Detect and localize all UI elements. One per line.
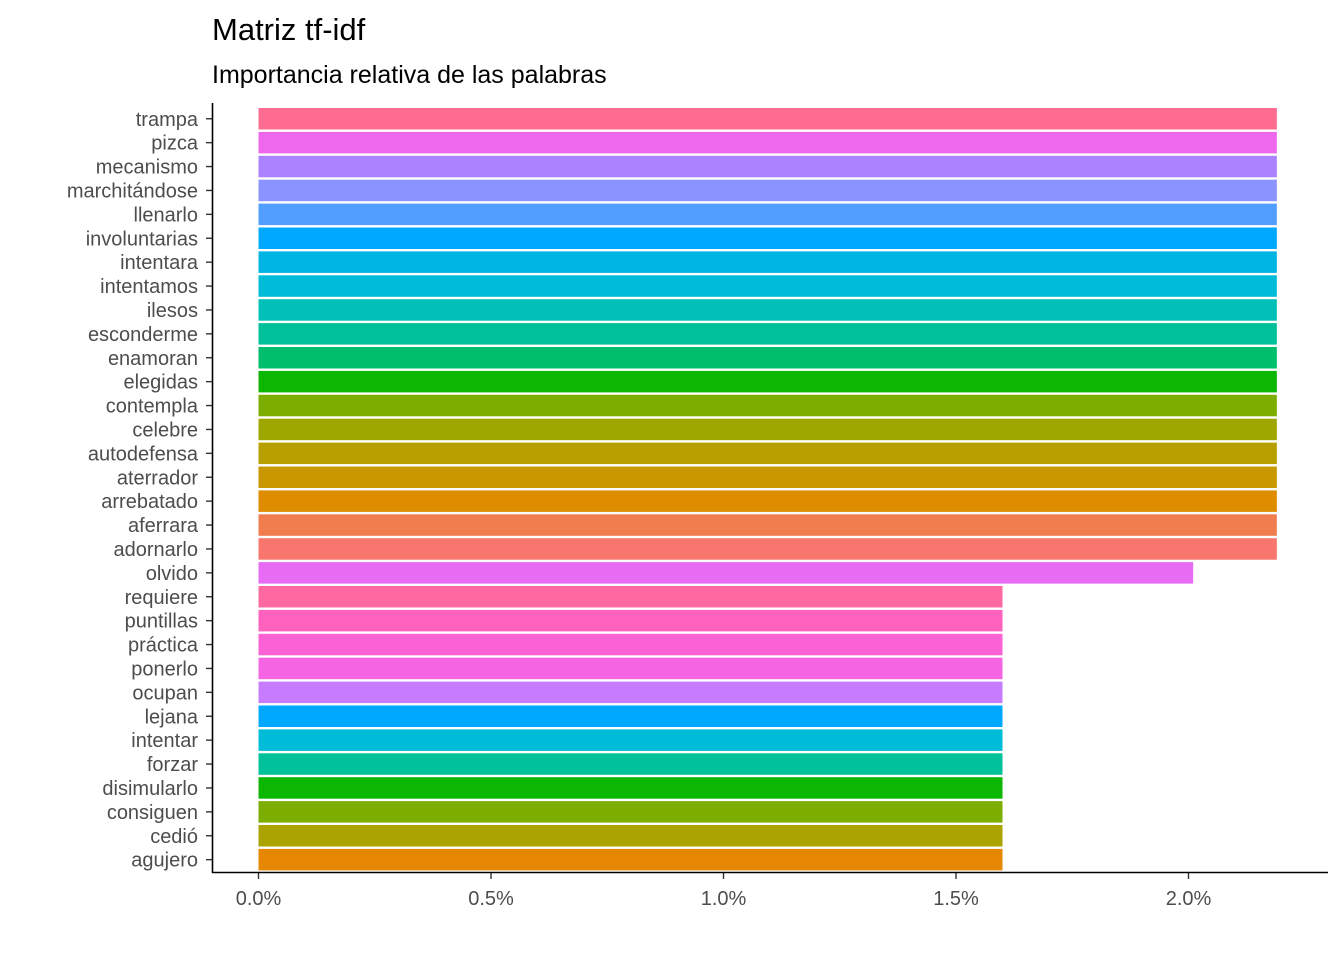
y-tick-label: consiguen [107,802,198,824]
y-tick-label: agujero [131,850,198,872]
bar-aterrador [258,466,1277,488]
y-tick-label: cedió [150,826,198,848]
bar-olvido [258,562,1194,584]
y-tick-label: práctica [128,635,199,657]
bar-marchitándose [258,179,1277,202]
y-tick-label: ponerlo [131,658,198,680]
x-tick-label: 2.0% [1166,888,1212,910]
y-tick-label: enamoran [108,348,198,370]
x-tick-label: 1.0% [701,888,747,910]
bar-práctica [258,633,1003,656]
y-tick-label: requiere [125,587,198,609]
y-tick-label: elegidas [123,372,198,394]
y-tick-label: esconderme [88,324,198,346]
y-tick-label: puntillas [125,611,198,633]
y-tick-label: lejana [145,706,199,728]
bar-autodefensa [258,442,1277,465]
y-axis-labels: trampapizcamecanismomarchitándosellenarl… [67,109,212,872]
y-tick-label: trampa [136,109,199,131]
bar-lejana [258,705,1003,727]
bar-consiguen [258,801,1003,823]
y-tick-label: ocupan [132,682,198,704]
y-tick-label: autodefensa [88,443,199,465]
y-tick-label: disimularlo [102,778,198,800]
bar-disimularlo [258,777,1003,799]
y-tick-label: marchitándose [67,180,198,202]
y-tick-label: celebre [132,419,198,441]
bar-requiere [258,586,1003,608]
chart-title: Matriz tf-idf [212,12,366,47]
y-tick-label: intentara [120,252,199,274]
bar-trampa [258,108,1277,130]
y-tick-label: contempla [106,396,199,418]
bar-ilesos [258,299,1277,321]
bar-mecanismo [258,155,1277,178]
bar-llenarlo [258,203,1277,226]
bar-arrebatado [258,490,1277,512]
y-tick-label: intentar [131,730,198,752]
y-tick-label: forzar [147,754,198,776]
bar-forzar [258,753,1003,775]
y-tick-label: mecanismo [96,157,198,179]
y-tick-label: arrebatado [101,491,198,513]
x-tick-label: 0.0% [236,888,282,910]
bar-puntillas [258,609,1003,632]
x-tick-label: 0.5% [468,888,514,910]
y-tick-label: intentamos [100,276,198,298]
x-axis: 0.0% 0.5% 1.0% 1.5% 2.0% [236,873,1212,910]
bar-cedió [258,825,1003,847]
bar-intentar [258,729,1003,751]
bar-celebre [258,418,1277,441]
bar-intentamos [258,275,1277,297]
bar-ocupan [258,681,1003,704]
y-tick-label: aterrador [117,467,198,489]
y-tick-label: aferrara [128,515,199,537]
bar-involuntarias [258,227,1277,249]
y-tick-label: ilesos [147,300,198,322]
x-tick-label: 1.5% [933,888,979,910]
bars-group [258,108,1277,871]
bar-adornarlo [258,538,1277,560]
y-tick-label: llenarlo [134,204,198,226]
bar-esconderme [258,323,1277,345]
y-tick-label: involuntarias [86,228,198,250]
y-tick-label: pizca [151,133,199,155]
y-tick-label: olvido [146,563,198,585]
bar-agujero [258,848,1003,871]
bar-aferrara [258,514,1277,536]
bar-pizca [258,131,1277,154]
y-tick-label: adornarlo [113,539,198,561]
bar-ponerlo [258,657,1003,680]
bar-contempla [258,394,1277,417]
bar-elegidas [258,370,1277,393]
bar-enamoran [258,347,1277,369]
chart-subtitle: Importancia relativa de las palabras [212,61,607,89]
bar-intentara [258,251,1277,273]
